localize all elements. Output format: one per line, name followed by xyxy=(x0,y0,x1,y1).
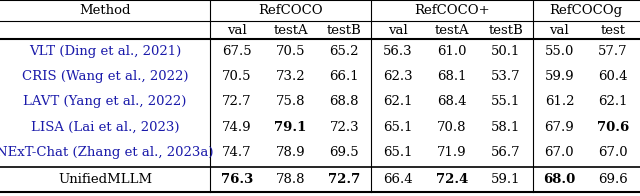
Text: LAVT (Yang et al., 2022): LAVT (Yang et al., 2022) xyxy=(23,95,187,108)
Text: 61.2: 61.2 xyxy=(545,95,574,108)
Text: val: val xyxy=(227,24,247,37)
Text: val: val xyxy=(550,24,569,37)
Text: 78.8: 78.8 xyxy=(276,173,305,186)
Text: 53.7: 53.7 xyxy=(491,70,520,83)
Text: 70.6: 70.6 xyxy=(597,121,629,133)
Text: RefCOCO+: RefCOCO+ xyxy=(414,4,490,17)
Text: 72.7: 72.7 xyxy=(222,95,252,108)
Text: 70.5: 70.5 xyxy=(276,45,305,58)
Text: 70.5: 70.5 xyxy=(222,70,252,83)
Text: 78.9: 78.9 xyxy=(276,146,305,159)
Text: 61.0: 61.0 xyxy=(437,45,467,58)
Text: 55.1: 55.1 xyxy=(491,95,520,108)
Text: 72.3: 72.3 xyxy=(330,121,359,133)
Text: 71.9: 71.9 xyxy=(437,146,467,159)
Text: 58.1: 58.1 xyxy=(491,121,520,133)
Text: 57.7: 57.7 xyxy=(598,45,628,58)
Text: 65.1: 65.1 xyxy=(383,146,413,159)
Text: 62.1: 62.1 xyxy=(598,95,628,108)
Text: 59.9: 59.9 xyxy=(545,70,574,83)
Text: 60.4: 60.4 xyxy=(598,70,628,83)
Text: 70.8: 70.8 xyxy=(437,121,467,133)
Text: testB: testB xyxy=(327,24,362,37)
Text: 65.1: 65.1 xyxy=(383,121,413,133)
Text: 74.7: 74.7 xyxy=(222,146,252,159)
Text: 69.5: 69.5 xyxy=(330,146,359,159)
Text: testA: testA xyxy=(435,24,469,37)
Text: 55.0: 55.0 xyxy=(545,45,574,58)
Text: 68.4: 68.4 xyxy=(437,95,467,108)
Text: 67.5: 67.5 xyxy=(222,45,252,58)
Text: 68.0: 68.0 xyxy=(543,173,575,186)
Text: CRIS (Wang et al., 2022): CRIS (Wang et al., 2022) xyxy=(22,70,188,83)
Text: RefCOCOg: RefCOCOg xyxy=(550,4,623,17)
Text: 76.3: 76.3 xyxy=(221,173,253,186)
Text: 72.4: 72.4 xyxy=(436,173,468,186)
Text: testB: testB xyxy=(488,24,523,37)
Text: Method: Method xyxy=(79,4,131,17)
Text: 69.6: 69.6 xyxy=(598,173,628,186)
Text: UnifiedMLLM: UnifiedMLLM xyxy=(58,173,152,186)
Text: 68.8: 68.8 xyxy=(330,95,359,108)
Text: NExT-Chat (Zhang et al., 2023a): NExT-Chat (Zhang et al., 2023a) xyxy=(0,146,214,159)
Text: 73.2: 73.2 xyxy=(276,70,305,83)
Text: 67.9: 67.9 xyxy=(545,121,574,133)
Text: val: val xyxy=(388,24,408,37)
Text: 72.7: 72.7 xyxy=(328,173,360,186)
Text: 66.1: 66.1 xyxy=(330,70,359,83)
Text: 56.3: 56.3 xyxy=(383,45,413,58)
Text: 67.0: 67.0 xyxy=(545,146,574,159)
Text: 79.1: 79.1 xyxy=(275,121,307,133)
Text: 50.1: 50.1 xyxy=(491,45,520,58)
Text: 56.7: 56.7 xyxy=(491,146,520,159)
Text: test: test xyxy=(600,24,626,37)
Text: 65.2: 65.2 xyxy=(330,45,359,58)
Text: VLT (Ding et al., 2021): VLT (Ding et al., 2021) xyxy=(29,45,181,58)
Text: testA: testA xyxy=(273,24,308,37)
Text: 74.9: 74.9 xyxy=(222,121,252,133)
Text: 67.0: 67.0 xyxy=(598,146,628,159)
Text: 66.4: 66.4 xyxy=(383,173,413,186)
Text: LISA (Lai et al., 2023): LISA (Lai et al., 2023) xyxy=(31,121,179,133)
Text: 59.1: 59.1 xyxy=(491,173,520,186)
Text: 62.3: 62.3 xyxy=(383,70,413,83)
Text: 68.1: 68.1 xyxy=(437,70,467,83)
Text: 75.8: 75.8 xyxy=(276,95,305,108)
Text: 62.1: 62.1 xyxy=(383,95,413,108)
Text: RefCOCO: RefCOCO xyxy=(259,4,323,17)
